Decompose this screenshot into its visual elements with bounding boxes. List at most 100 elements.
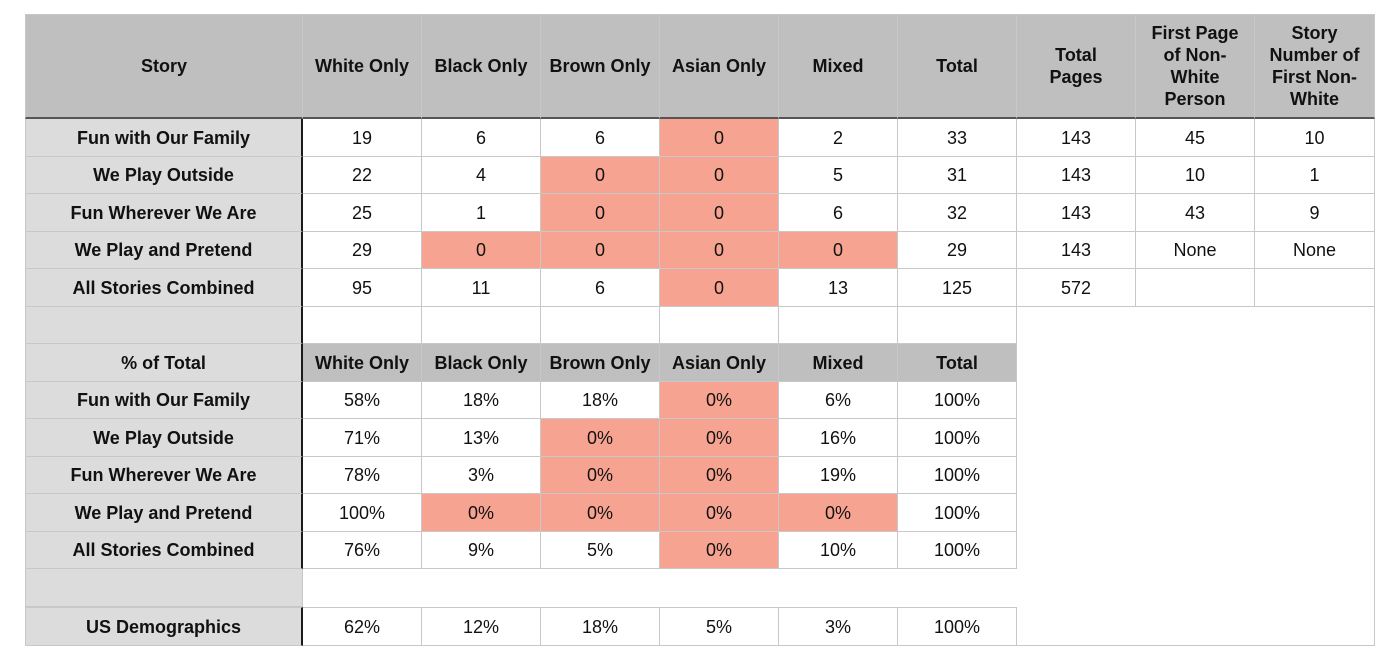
section-label: % of Total [25, 344, 303, 382]
table-cell: 16% [779, 419, 898, 457]
row-label: Fun with Our Family [25, 382, 303, 419]
table-cell: 9% [422, 532, 541, 569]
table-cell: 0 [422, 232, 541, 269]
row-label: All Stories Combined [25, 532, 303, 569]
table-cell: 0 [541, 194, 660, 232]
spacer-cell [660, 307, 779, 344]
table-cell: 31 [898, 157, 1017, 194]
table-cell: 29 [898, 232, 1017, 269]
table-cell: 0 [660, 157, 779, 194]
column-header: Asian Only [660, 344, 779, 382]
story-race-table: Story White Only Black Only Brown Only Asian… [25, 14, 1375, 646]
row-label: We Play and Pretend [25, 232, 303, 269]
column-header: Black Only [422, 14, 541, 119]
table-cell: 76% [303, 532, 422, 569]
table-cell: 5% [660, 607, 779, 646]
table-cell: 100% [898, 494, 1017, 532]
table-cell: 1 [1255, 157, 1375, 194]
table-cell: 95 [303, 269, 422, 307]
column-header: White Only [303, 14, 422, 119]
table-cell: 0% [660, 457, 779, 494]
table-cell: 10% [779, 532, 898, 569]
table-cell: 3% [422, 457, 541, 494]
table-cell: 0% [541, 457, 660, 494]
table-cell: 5 [779, 157, 898, 194]
row-label: We Play and Pretend [25, 494, 303, 532]
table-cell: 78% [303, 457, 422, 494]
table-cell: 18% [541, 382, 660, 419]
table-cell: 19 [303, 119, 422, 157]
table-cell: 32 [898, 194, 1017, 232]
spacer-label [25, 569, 303, 607]
column-header: Asian Only [660, 14, 779, 119]
spacer-cell [779, 307, 898, 344]
table-cell: 0 [660, 232, 779, 269]
table-cell: 143 [1017, 119, 1136, 157]
table-cell: 0% [541, 419, 660, 457]
table-cell: 100% [898, 532, 1017, 569]
table-cell: 0 [779, 232, 898, 269]
table-cell: 58% [303, 382, 422, 419]
table-cell: 0 [541, 157, 660, 194]
column-header: Total [898, 14, 1017, 119]
table-cell: 3% [779, 607, 898, 646]
table-cell: 19% [779, 457, 898, 494]
table-cell: 0 [660, 119, 779, 157]
table-cell: 5% [541, 532, 660, 569]
spacer-cell [541, 307, 660, 344]
column-header: Mixed [779, 14, 898, 119]
column-header: First Page of Non- White Person [1136, 14, 1255, 119]
table-cell: 572 [1017, 269, 1136, 307]
table-cell: 100% [898, 419, 1017, 457]
table-cell: 125 [898, 269, 1017, 307]
table-cell: 33 [898, 119, 1017, 157]
column-header: Story [25, 14, 303, 119]
table-cell: 0 [660, 269, 779, 307]
table-cell: 0 [541, 232, 660, 269]
column-header: Total Pages [1017, 14, 1136, 119]
row-label: We Play Outside [25, 157, 303, 194]
table-cell: 18% [541, 607, 660, 646]
table-cell: 13 [779, 269, 898, 307]
column-header: Brown Only [541, 344, 660, 382]
table-cell: 6% [779, 382, 898, 419]
table-cell: 13% [422, 419, 541, 457]
table-cell: 12% [422, 607, 541, 646]
table-cell: 62% [303, 607, 422, 646]
table-cell: 0% [660, 494, 779, 532]
table-cell: 143 [1017, 194, 1136, 232]
spacer-cell [303, 307, 422, 344]
table-frame [1017, 307, 1375, 646]
table-cell: 0 [660, 194, 779, 232]
row-label: Fun with Our Family [25, 119, 303, 157]
table-cell: 10 [1136, 157, 1255, 194]
table-cell: 0% [779, 494, 898, 532]
table-cell: 0% [660, 382, 779, 419]
table-cell: 100% [898, 382, 1017, 419]
table-cell: 18% [422, 382, 541, 419]
table-cell: 2 [779, 119, 898, 157]
table-cell: None [1255, 232, 1375, 269]
table-cell: 100% [303, 494, 422, 532]
table-cell: 6 [541, 269, 660, 307]
table-cell: 25 [303, 194, 422, 232]
table-cell: 6 [779, 194, 898, 232]
table-cell: 100% [898, 457, 1017, 494]
table-cell: 9 [1255, 194, 1375, 232]
table-cell: 1 [422, 194, 541, 232]
table-cell: 0% [660, 419, 779, 457]
table-cell: 0% [422, 494, 541, 532]
table-cell: 6 [541, 119, 660, 157]
table-cell: 4 [422, 157, 541, 194]
spacer-cell [898, 307, 1017, 344]
table-cell: 10 [1255, 119, 1375, 157]
column-header: Total [898, 344, 1017, 382]
table-frame [303, 569, 1017, 607]
column-header: Brown Only [541, 14, 660, 119]
table-cell [1136, 269, 1255, 307]
table-cell: 0% [660, 532, 779, 569]
table-cell: None [1136, 232, 1255, 269]
column-header: Story Number of First Non- White [1255, 14, 1375, 119]
row-label: Fun Wherever We Are [25, 457, 303, 494]
table-cell: 0% [541, 494, 660, 532]
